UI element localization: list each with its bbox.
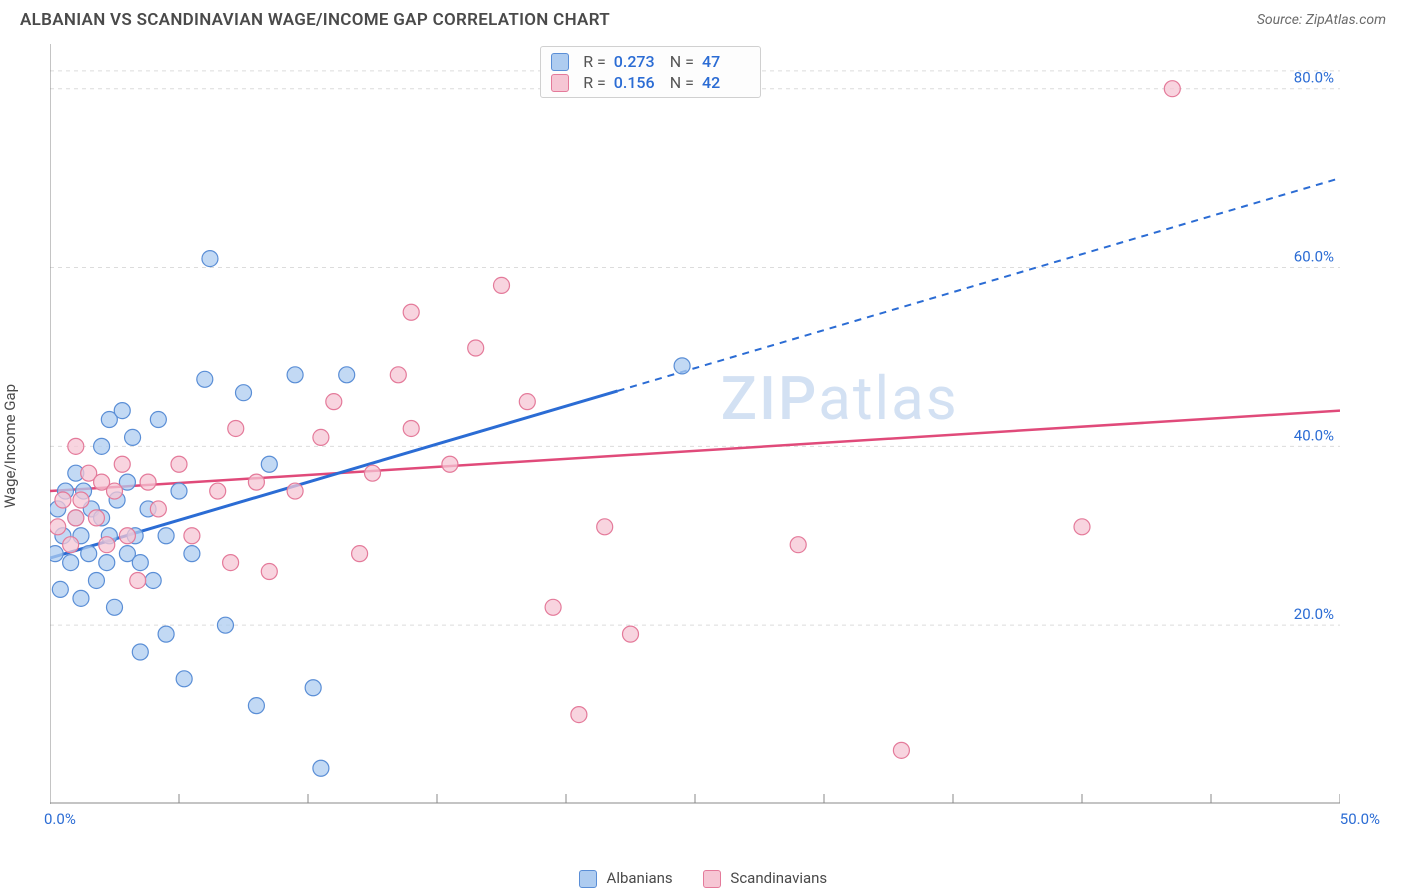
r-value-b: 0.156 xyxy=(614,73,662,92)
legend-label-a: Albanians xyxy=(607,869,673,887)
legend-item-a: Albanians xyxy=(579,869,673,888)
n-label-b: N = xyxy=(670,73,694,92)
legend-item-b: Scandinavians xyxy=(703,869,827,888)
legend-row-a: R = 0.273 N = 47 xyxy=(551,51,750,72)
y-axis-label: Wage/Income Gap xyxy=(1,384,19,508)
legend-label-b: Scandinavians xyxy=(730,869,827,887)
chart-title: ALBANIAN VS SCANDINAVIAN WAGE/INCOME GAP… xyxy=(20,10,610,30)
r-label-a: R = xyxy=(583,52,606,71)
svg-text:40.0%: 40.0% xyxy=(1294,426,1334,444)
n-value-a: 47 xyxy=(702,52,750,71)
n-label-a: N = xyxy=(670,52,694,71)
scatter-chart: 20.0% 40.0% 60.0% 80.0% xyxy=(50,44,1340,804)
swatch-a-icon xyxy=(551,53,569,71)
chart-area: 20.0%40.0%60.0%80.0% ZIPatlas R = 0.273 … xyxy=(50,44,1386,834)
series-legend: Albanians Scandinavians xyxy=(0,869,1406,892)
x-axis-start-label: 0.0% xyxy=(44,810,76,828)
legend-swatch-a-icon xyxy=(579,870,597,888)
correlation-legend: R = 0.273 N = 47 R = 0.156 N = 42 xyxy=(540,46,761,98)
n-value-b: 42 xyxy=(702,73,750,92)
source-attribution: Source: ZipAtlas.com xyxy=(1257,12,1386,28)
x-axis-end-label: 50.0% xyxy=(1340,810,1380,828)
svg-text:60.0%: 60.0% xyxy=(1294,248,1334,266)
swatch-b-icon xyxy=(551,74,569,92)
svg-text:20.0%: 20.0% xyxy=(1294,605,1334,623)
r-label-b: R = xyxy=(583,73,606,92)
svg-text:80.0%: 80.0% xyxy=(1294,69,1334,87)
legend-row-b: R = 0.156 N = 42 xyxy=(551,72,750,93)
r-value-a: 0.273 xyxy=(614,52,662,71)
legend-swatch-b-icon xyxy=(703,870,721,888)
